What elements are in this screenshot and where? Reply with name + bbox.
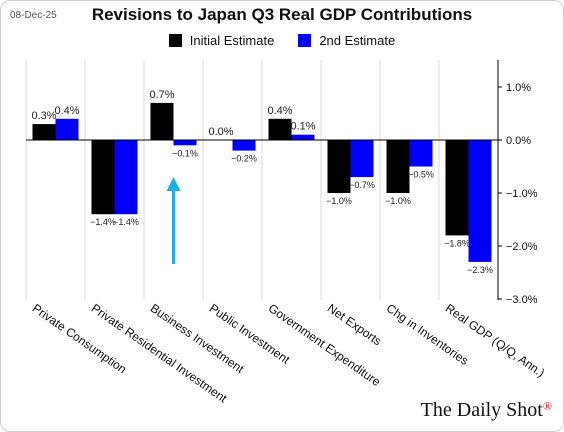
bar-second [232,140,256,151]
data-label: −1.8% [444,238,470,248]
bar-second [409,140,433,167]
y-tick-label: −2.0% [506,241,538,253]
brand-logo: The Daily Shot® [421,399,552,422]
bar-initial [445,140,469,236]
legend-swatch-initial [168,34,182,47]
bar-second [350,140,374,178]
legend-label-initial: Initial Estimate [189,33,275,48]
data-label: 0.3% [31,110,56,122]
data-label: −1.4% [113,217,139,227]
data-label: −0.7% [349,180,375,190]
bar-second [173,140,197,146]
data-label: −0.2% [231,154,257,164]
legend-item-initial: Initial Estimate [168,33,275,48]
brand-text: The Daily Shot [420,399,543,421]
annotation-arrow-head [166,177,181,191]
bar-initial [268,118,292,140]
data-label: 0.1% [290,121,315,133]
x-tick-label: Real GDP (Q/Q, Ann.) [443,301,548,380]
bar-second [55,118,79,140]
y-tick-label: −1.0% [506,188,538,200]
data-label: −1.0% [326,196,352,206]
x-tick-label: Net Exports [325,301,384,348]
legend: Initial Estimate 2nd Estimate [0,33,564,48]
bar-initial [91,140,115,215]
bar-initial [150,102,174,140]
legend-item-second: 2nd Estimate [298,33,395,48]
bar-initial [327,140,351,193]
date-label: 08-Dec-25 [10,10,57,21]
bar-second [114,140,138,215]
data-label: 0.4% [267,105,292,117]
y-tick-label: −3.0% [506,294,538,306]
chart-title: Revisions to Japan Q3 Real GDP Contribut… [91,5,473,24]
bar-second [291,134,315,140]
bar-initial [386,140,410,193]
data-label: −0.1% [172,148,198,158]
bar-second [468,140,492,262]
data-label: −0.5% [408,170,434,180]
y-tick-label: 1.0% [506,82,531,94]
brand-mark: ® [542,399,552,413]
x-tick-label: Government Expenditure [266,301,384,389]
bar-initial [32,124,56,140]
legend-label-second: 2nd Estimate [319,33,396,48]
data-label: −1.0% [385,196,411,206]
data-label: −2.3% [467,265,493,275]
data-label: 0.4% [54,105,79,117]
data-label: −1.4% [90,217,116,227]
data-label: 0.7% [149,89,174,101]
legend-swatch-second [298,34,312,47]
data-label: 0.0% [208,126,233,138]
y-tick-label: 0.0% [506,135,531,147]
